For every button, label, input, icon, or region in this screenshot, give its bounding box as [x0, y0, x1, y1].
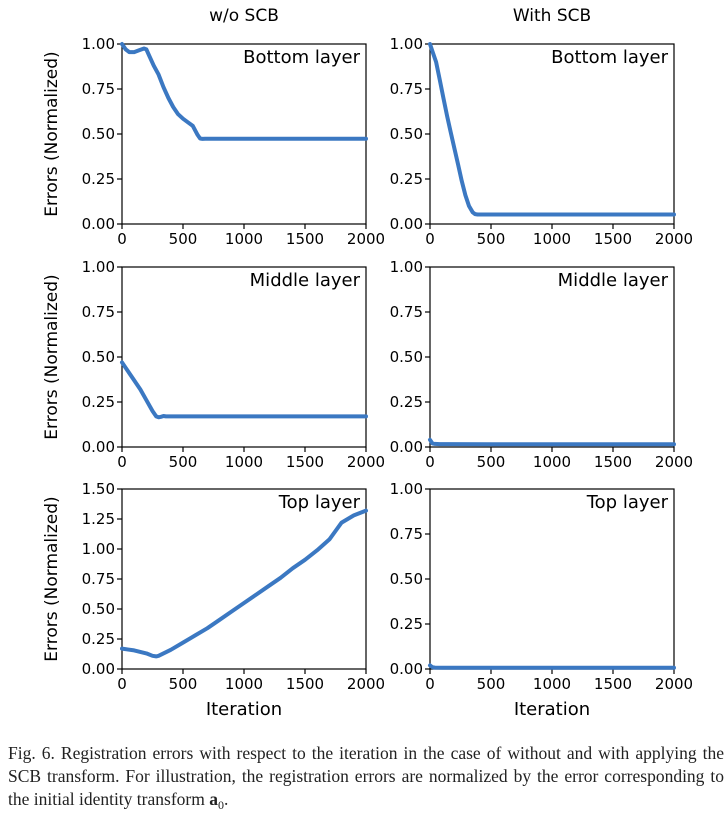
y-tick-label: 0.50	[390, 125, 423, 143]
y-tick-label: 1.25	[82, 510, 115, 528]
layer-label: Top layer	[586, 492, 669, 513]
x-tick-label: 1500	[286, 675, 324, 693]
y-axis-label: Errors (Normalized)	[42, 496, 62, 661]
y-tick-label: 0.00	[390, 660, 423, 678]
layer-label: Top layer	[278, 492, 361, 513]
y-tick-label: 0.25	[82, 393, 115, 411]
y-tick-label: 0.00	[390, 438, 423, 456]
x-axis-label: Iteration	[514, 699, 590, 720]
column-title: With SCB	[513, 6, 591, 26]
x-axis-label: Iteration	[206, 699, 282, 720]
y-tick-label: 0.25	[390, 170, 423, 188]
y-tick-label: 1.00	[390, 35, 423, 53]
subplot: 0 500 1000 1500 2000 0.00 0.25 0.50 0.75 1.00 Bott…	[82, 35, 386, 248]
y-tick-label: 0.25	[390, 393, 423, 411]
layer-label: Bottom layer	[551, 47, 669, 68]
x-tick-label: 0	[117, 675, 127, 693]
y-tick-label: 0.50	[390, 570, 423, 588]
y-tick-label: 0.75	[390, 80, 423, 98]
y-tick-label: 0.50	[82, 125, 115, 143]
plot-frame	[121, 266, 367, 448]
x-tick-label: 1500	[286, 230, 324, 248]
caption-symbol: a	[209, 789, 218, 809]
x-tick-label: 500	[169, 453, 198, 471]
y-tick-label: 0.00	[390, 215, 423, 233]
x-tick-label: 2000	[347, 230, 385, 248]
layer-label: Bottom layer	[243, 47, 361, 68]
y-tick-label: 0.25	[390, 615, 423, 633]
y-tick-label: 0.25	[82, 630, 115, 648]
x-tick-label: 2000	[655, 230, 693, 248]
x-tick-label: 0	[117, 453, 127, 471]
series-line	[428, 663, 676, 670]
y-tick-label: 1.00	[82, 35, 115, 53]
y-tick-label: 1.00	[82, 258, 115, 276]
caption-text: Fig. 6. Registration errors with respect…	[8, 743, 724, 809]
column-title: w/o SCB	[209, 6, 279, 26]
x-tick-label: 1000	[533, 453, 571, 471]
y-tick-label: 0.50	[390, 348, 423, 366]
y-tick-label: 0.75	[82, 570, 115, 588]
x-tick-label: 1000	[533, 230, 571, 248]
subplot: 0 500 1000 1500 2000 0.00 0.25 0.50 0.75 1.00 Midd…	[82, 258, 386, 471]
layer-label: Middle layer	[558, 270, 669, 291]
x-tick-label: 500	[169, 675, 198, 693]
x-tick-label: 1500	[286, 453, 324, 471]
series-line	[120, 42, 368, 141]
y-tick-label: 0.00	[82, 215, 115, 233]
x-tick-label: 500	[477, 453, 506, 471]
series-line	[428, 42, 676, 217]
x-tick-label: 2000	[347, 453, 385, 471]
x-tick-label: 2000	[347, 675, 385, 693]
subplot: 0 500 1000 1500 2000 0.00 0.25 0.50 0.75 1.00 Bott…	[390, 35, 694, 248]
x-tick-label: 2000	[655, 675, 693, 693]
x-tick-label: 0	[425, 675, 435, 693]
x-tick-label: 0	[117, 230, 127, 248]
subplot: 0 500 1000 1500 2000 0.00 0.25 0.50 0.75 1.00 Midd…	[390, 258, 694, 471]
x-tick-label: 1000	[225, 675, 263, 693]
y-tick-label: 0.00	[82, 438, 115, 456]
caption-period: .	[223, 789, 229, 809]
series-line	[120, 508, 368, 659]
x-tick-label: 1500	[594, 230, 632, 248]
subplot: 0 500 1000 1500 2000 0.00 0.25 0.50 0.75 1.00 1.25…	[82, 480, 386, 693]
x-tick-label: 1500	[594, 675, 632, 693]
x-tick-label: 0	[425, 453, 435, 471]
y-tick-label: 0.50	[82, 348, 115, 366]
x-tick-label: 1000	[225, 453, 263, 471]
layer-label: Middle layer	[250, 270, 361, 291]
x-tick-label: 500	[477, 230, 506, 248]
x-tick-label: 500	[477, 675, 506, 693]
plot-frame	[121, 488, 367, 670]
x-tick-label: 1000	[533, 675, 571, 693]
x-tick-label: 2000	[655, 453, 693, 471]
y-tick-label: 1.00	[82, 540, 115, 558]
caption-subscript: 0	[217, 798, 224, 812]
y-tick-label: 1.50	[82, 480, 115, 498]
y-tick-label: 1.00	[390, 480, 423, 498]
y-axis-label: Errors (Normalized)	[42, 274, 62, 439]
subplot: 0 500 1000 1500 2000 0.00 0.25 0.50 0.75 1.00 Top …	[390, 480, 694, 693]
y-tick-label: 1.00	[390, 258, 423, 276]
plot-frame	[429, 266, 675, 448]
series-line	[428, 437, 676, 447]
y-tick-label: 0.75	[390, 525, 423, 543]
y-tick-label: 0.00	[82, 660, 115, 678]
y-tick-label: 0.75	[82, 80, 115, 98]
x-tick-label: 1500	[594, 453, 632, 471]
y-axis-label: Errors (Normalized)	[42, 51, 62, 216]
x-tick-label: 500	[169, 230, 198, 248]
x-tick-label: 1000	[225, 230, 263, 248]
y-tick-label: 0.75	[82, 303, 115, 321]
series-line	[120, 360, 368, 420]
plot-frame	[429, 488, 675, 670]
figure-grid: w/o SCB With SCB Errors (Normalized) Errors…	[42, 6, 694, 720]
y-tick-label: 0.25	[82, 170, 115, 188]
figure-caption: Fig. 6. Registration errors with respect…	[8, 742, 724, 817]
y-tick-label: 0.50	[82, 600, 115, 618]
x-tick-label: 0	[425, 230, 435, 248]
y-tick-label: 0.75	[390, 303, 423, 321]
